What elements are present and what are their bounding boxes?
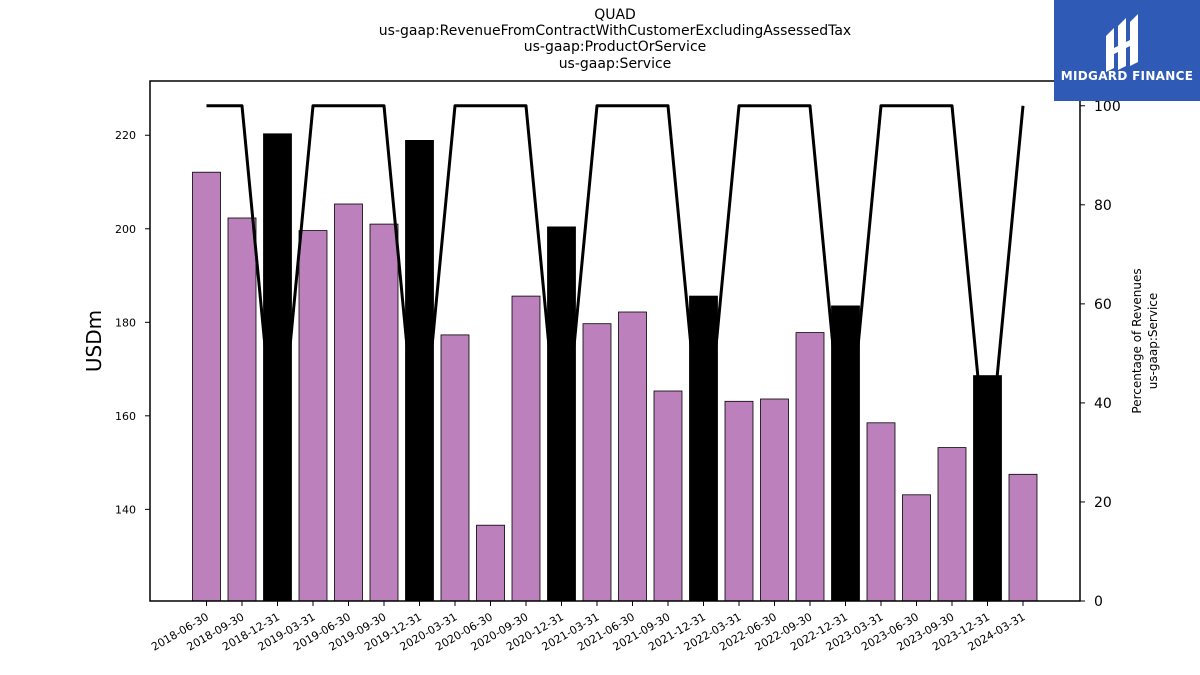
bar-2021-06-30	[618, 311, 647, 602]
bar-2018-09-30	[227, 217, 257, 602]
bar-2020-03-31	[440, 334, 470, 602]
title-line-4: us-gaap:Service	[558, 56, 672, 72]
plot-frame	[149, 80, 1081, 602]
y-tick-label-220: 220	[115, 129, 136, 142]
y-right-tick-label-20: 20	[1094, 495, 1112, 511]
bar-2020-06-30	[476, 524, 505, 602]
bar-2022-09-30	[795, 332, 825, 602]
bar-2023-09-30	[937, 447, 967, 602]
y-tick-label-200: 200	[115, 223, 136, 236]
midgard-finance-logo: MIDGARD FINANCE	[1054, 0, 1200, 101]
y-tick-label-160: 160	[115, 410, 136, 423]
y-right-tick-label-60: 60	[1094, 297, 1112, 313]
logo-mark-icon	[1106, 14, 1138, 72]
y-right-tick-label-100: 100	[1094, 99, 1121, 115]
bar-2018-06-30	[192, 171, 221, 602]
bar-2023-12-31	[973, 375, 1002, 602]
y-right-tick-label-0: 0	[1094, 594, 1103, 610]
bar-2019-09-30	[369, 223, 399, 602]
y-right-tick-label-40: 40	[1094, 396, 1112, 412]
bar-2022-03-31	[724, 400, 754, 602]
y-right-axis-label-1: Percentage of Revenues	[1130, 268, 1144, 413]
percentage-line	[206, 104, 1025, 479]
bar-2019-03-31	[298, 230, 328, 602]
bar-2021-03-31	[582, 323, 612, 602]
logo-text: MIDGARD FINANCE	[1060, 69, 1194, 83]
bar-2022-06-30	[760, 398, 789, 602]
title-line-3: us-gaap:ProductOrService	[523, 39, 707, 55]
y-tick-label-180: 180	[115, 316, 136, 329]
bar-series	[192, 133, 1038, 602]
title-line-2: us-gaap:RevenueFromContractWithCustomerE…	[378, 23, 852, 39]
y-right-tick-label-80: 80	[1094, 198, 1112, 214]
bar-2019-06-30	[334, 203, 363, 602]
bar-2020-09-30	[511, 295, 541, 602]
bar-2024-03-31	[1008, 473, 1038, 602]
bar-2020-12-31	[547, 226, 576, 602]
bar-2022-12-31	[831, 305, 860, 602]
bar-2023-03-31	[866, 422, 896, 602]
y-axis-label: USDm	[82, 310, 106, 372]
title-line-1: QUAD	[594, 7, 636, 23]
y-tick-label-140: 140	[115, 503, 136, 516]
bar-2021-09-30	[653, 390, 683, 602]
y-right-axis-label-2: us-gaap:Service	[1146, 293, 1160, 390]
bar-2021-12-31	[689, 295, 718, 602]
bar-2023-06-30	[902, 494, 931, 602]
